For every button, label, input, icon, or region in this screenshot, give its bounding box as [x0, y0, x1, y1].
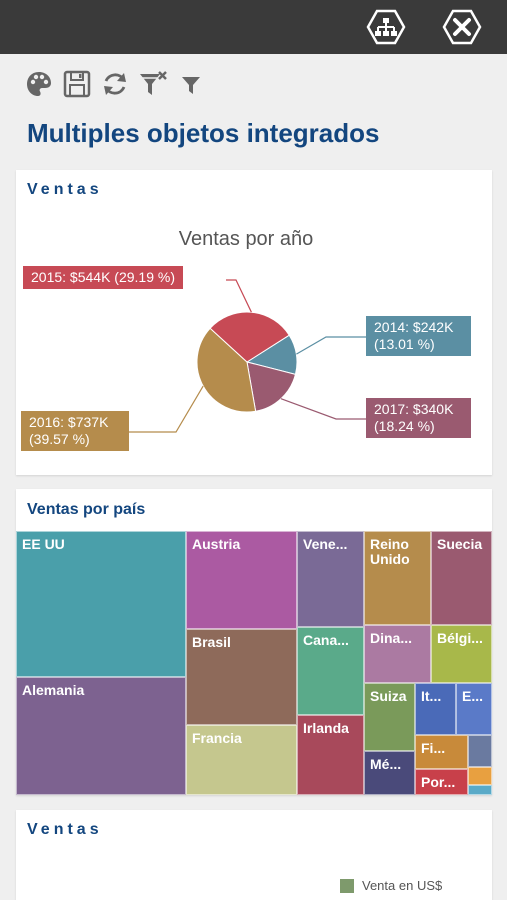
palette-icon: [27, 72, 51, 96]
close-button[interactable]: [442, 8, 482, 46]
pie-leader-line-2014: [296, 336, 366, 355]
treemap-tile[interactable]: Mé...: [364, 751, 415, 795]
chart-legend: Venta en US$: [340, 878, 442, 893]
treemap-tile-label: Alemania: [22, 682, 85, 698]
treemap-tile[interactable]: Alemania: [16, 677, 186, 795]
treemap-tile-label: Dina...: [370, 630, 413, 646]
card-title: Ventas por país: [27, 501, 146, 518]
treemap-tile[interactable]: EE UU: [16, 531, 186, 677]
treemap-tile[interactable]: [468, 785, 492, 795]
treemap-tile[interactable]: Suiza: [364, 683, 415, 751]
pie-leader-line-2016: [126, 385, 204, 433]
card-title: Ventas: [27, 821, 103, 838]
treemap-tile-label: Bélgi...: [437, 630, 483, 646]
pie-slice-2016[interactable]: [196, 327, 257, 413]
treemap-tile-label: Francia: [192, 730, 242, 746]
filter-button[interactable]: [174, 67, 208, 101]
treemap-tile-label: Austria: [192, 536, 241, 552]
treemap-tile-label: Suiza: [370, 688, 407, 704]
pie-label-2014: 2014: $242K (13.01 %): [366, 316, 471, 356]
treemap-tile[interactable]: Bélgi...: [431, 625, 492, 683]
treemap-tile[interactable]: Vene...: [297, 531, 364, 627]
ventas-bar-card: Ventas Venta en US$: [16, 810, 492, 900]
pie-label-2015: 2015: $544K (29.19 %): [23, 266, 183, 289]
refresh-icon: [104, 73, 126, 95]
clear-filter-icon: [140, 71, 167, 95]
ventas-pie-card: Ventas Ventas por año 2014: $242K (13.01…: [16, 170, 492, 475]
palette-button[interactable]: [22, 67, 56, 101]
treemap-tile[interactable]: Francia: [186, 725, 297, 795]
pie-slice-2015[interactable]: [209, 311, 290, 363]
treemap-tile[interactable]: Por...: [415, 769, 468, 795]
treemap-tile[interactable]: Dina...: [364, 625, 431, 683]
filter-icon: [182, 77, 200, 94]
pie-label-2017: 2017: $340K (18.24 %): [366, 398, 471, 438]
toolbar: [22, 66, 208, 102]
treemap-tile-label: Suecia: [437, 536, 483, 552]
treemap-tile-label: Mé...: [370, 756, 402, 772]
treemap-tile[interactable]: [468, 735, 492, 767]
hierarchy-button[interactable]: [366, 8, 406, 46]
pie-chart: [126, 279, 366, 433]
ventas-por-pais-card: Ventas por país EE UU Alemania Austria Bras…: [16, 489, 492, 795]
treemap-tile-label: Brasil: [192, 634, 231, 650]
treemap-tile-label: Irlanda: [303, 720, 349, 736]
close-icon: [442, 9, 482, 45]
treemap-tile[interactable]: It...: [415, 683, 456, 735]
treemap-tile-label: Cana...: [303, 632, 349, 648]
treemap-tile-label: It...: [421, 688, 442, 704]
chart-title: Ventas por año: [178, 228, 314, 250]
pie-label-2016: 2016: $737K (39.57 %): [21, 411, 129, 451]
pie-leader-line-2015: [226, 279, 252, 313]
card-title: Ventas: [27, 181, 103, 198]
treemap-tile[interactable]: Brasil: [186, 629, 297, 725]
treemap-tile[interactable]: [468, 767, 492, 785]
treemap-tile[interactable]: E...: [456, 683, 492, 735]
treemap-tile-label: Vene...: [303, 536, 348, 552]
treemap-tile[interactable]: Irlanda: [297, 715, 364, 795]
treemap-tile[interactable]: Cana...: [297, 627, 364, 715]
top-bar: [0, 0, 507, 54]
treemap-tile-label: E...: [462, 688, 484, 704]
refresh-button[interactable]: [98, 67, 132, 101]
clear-filter-button[interactable]: [136, 67, 170, 101]
legend-swatch: [340, 878, 354, 893]
treemap-tile[interactable]: Suecia: [431, 531, 492, 625]
treemap-tile[interactable]: Fi...: [415, 735, 468, 769]
treemap-tile-label: Reino Unido: [370, 536, 410, 567]
hierarchy-icon: [366, 9, 406, 45]
pie-leader-line-2017: [280, 398, 366, 420]
treemap-tile[interactable]: Reino Unido: [364, 531, 431, 625]
page-title: Multiples objetos integrados: [27, 118, 380, 148]
legend-label: Venta en US$: [362, 878, 443, 893]
save-icon: [63, 70, 91, 98]
save-button[interactable]: [60, 67, 94, 101]
treemap-tile-label: Por...: [421, 774, 456, 790]
treemap-tile[interactable]: Austria: [186, 531, 297, 629]
treemap-tile-label: Fi...: [421, 740, 446, 756]
treemap-chart: EE UU Alemania Austria Brasil Francia Vene...…: [16, 531, 492, 795]
treemap-tile-label: EE UU: [22, 536, 65, 552]
